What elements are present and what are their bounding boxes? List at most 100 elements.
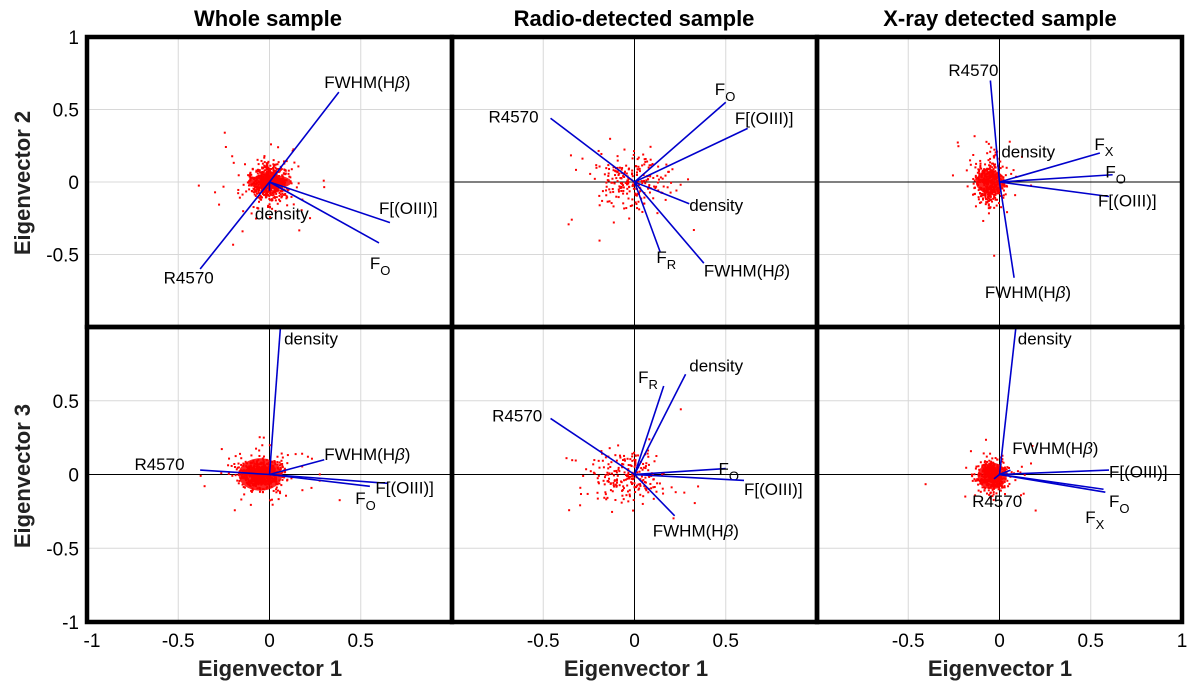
data-point (646, 452, 649, 455)
data-point (671, 168, 674, 171)
data-point (1004, 493, 1007, 496)
data-point (658, 482, 661, 485)
data-point (615, 195, 618, 198)
data-point (597, 481, 600, 484)
data-point (977, 478, 980, 481)
data-point (623, 479, 626, 482)
data-point (260, 198, 263, 201)
data-point (993, 156, 996, 159)
data-point (652, 497, 655, 500)
data-point (980, 201, 983, 204)
data-point (255, 217, 258, 220)
data-point (637, 200, 640, 203)
y-tick-label: -1 (62, 613, 79, 634)
vector-fwhm-h-: FWHM(Hβ) (268, 73, 410, 183)
data-point (606, 200, 609, 203)
data-point (983, 168, 986, 171)
data-point (300, 209, 303, 212)
data-point (261, 166, 264, 169)
data-point (989, 150, 992, 153)
data-point (989, 497, 992, 500)
data-point (277, 161, 280, 164)
data-point (632, 153, 635, 156)
data-point (612, 166, 615, 169)
data-point (579, 493, 582, 496)
data-point (277, 171, 280, 174)
data-point (271, 207, 274, 210)
data-point (220, 448, 223, 451)
vector-line (634, 473, 745, 482)
data-point (621, 462, 624, 465)
data-point (234, 474, 237, 477)
vector-density: density (255, 182, 309, 224)
data-point (974, 467, 977, 470)
vector-r4570: R4570 (489, 108, 635, 183)
data-point (197, 184, 200, 187)
data-point (984, 163, 987, 166)
vector-label: R4570 (489, 108, 539, 127)
data-point (256, 172, 259, 175)
data-point (629, 205, 632, 208)
vector-line (633, 101, 727, 183)
data-point (323, 186, 326, 189)
data-point (245, 190, 248, 193)
data-point (258, 454, 261, 457)
data-point (641, 164, 644, 167)
data-point (622, 463, 625, 466)
data-point (636, 158, 639, 161)
data-point (214, 191, 217, 194)
data-point (622, 485, 625, 488)
data-point (621, 494, 624, 497)
data-point (267, 160, 270, 163)
data-point (982, 452, 985, 455)
data-point (990, 169, 993, 172)
vector-line (993, 473, 1001, 480)
data-point (979, 195, 982, 198)
data-point (987, 207, 990, 210)
data-point (626, 490, 629, 493)
data-point (615, 485, 618, 488)
data-point (983, 486, 986, 489)
data-point (232, 243, 235, 246)
data-point (979, 482, 982, 485)
data-point (267, 171, 270, 174)
data-point (994, 153, 997, 156)
data-point (991, 457, 994, 460)
data-point (965, 466, 968, 469)
data-point (272, 163, 275, 166)
data-point (1010, 471, 1013, 474)
panel-frame (814, 324, 1185, 625)
data-point (994, 193, 997, 196)
data-point (278, 464, 281, 467)
data-point (614, 454, 617, 457)
data-point (297, 165, 300, 168)
data-point (281, 466, 284, 469)
data-point (616, 180, 619, 183)
data-point (632, 509, 635, 512)
data-point (290, 195, 293, 198)
data-point (635, 171, 638, 174)
data-point (624, 459, 627, 462)
data-point (258, 200, 261, 203)
data-point (278, 482, 281, 485)
data-point (282, 172, 285, 175)
vector-line (999, 469, 1110, 476)
data-point (628, 493, 631, 496)
data-point (991, 495, 994, 498)
data-point (1006, 479, 1009, 482)
data-point (615, 471, 618, 474)
data-point (257, 190, 260, 193)
data-point (989, 491, 992, 494)
data-point (978, 172, 981, 175)
data-point (974, 174, 977, 177)
data-point (634, 459, 637, 462)
data-point (631, 478, 634, 481)
data-point (632, 474, 635, 477)
data-point (259, 171, 262, 174)
data-point (976, 171, 979, 174)
data-point (603, 476, 606, 479)
data-point (280, 484, 283, 487)
data-point (641, 210, 644, 213)
data-point (617, 190, 620, 193)
data-point (280, 190, 283, 193)
